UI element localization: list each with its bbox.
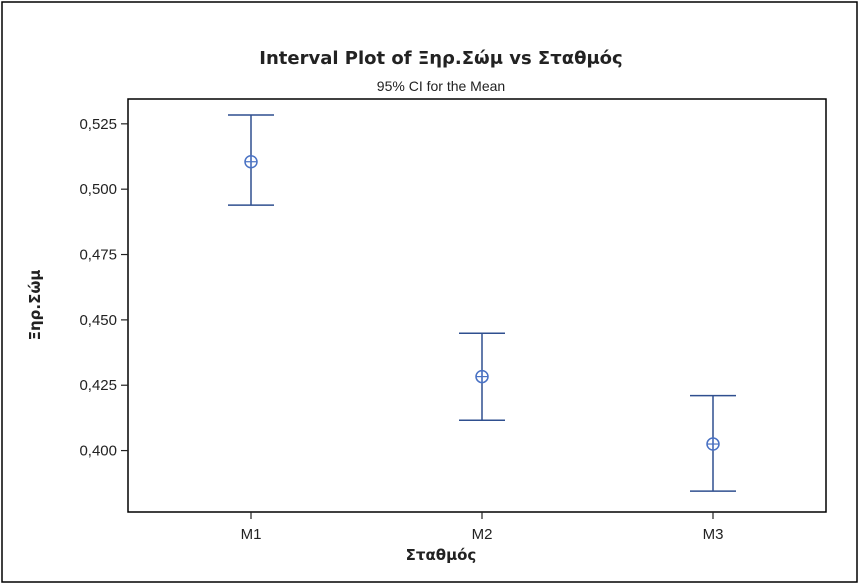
y-tick-label: 0,475	[79, 247, 117, 264]
x-tick-label: M3	[703, 526, 724, 543]
chart-title: Interval Plot of Ξηρ.Σώμ vs Σταθμός	[259, 48, 622, 69]
interval-m2	[459, 332, 505, 422]
y-axis: 0,400 0,425 0,450 0,475 0,500 0,525	[79, 116, 128, 460]
y-tick-label: 0,525	[79, 116, 117, 133]
interval-m3	[690, 394, 736, 492]
plot-area	[127, 98, 827, 513]
interval-series	[228, 114, 736, 492]
y-tick-label: 0,400	[79, 443, 117, 460]
chart-subtitle: 95% CI for the Mean	[377, 78, 505, 94]
x-tick-label: M2	[472, 526, 493, 543]
y-tick-label: 0,450	[79, 312, 117, 329]
x-tick-label: M1	[241, 526, 262, 543]
y-axis-title: Ξηρ.Σώμ	[26, 270, 44, 341]
y-tick-label: 0,425	[79, 377, 117, 394]
x-axis: M1 M2 M3	[241, 512, 724, 543]
x-axis-title: Σταθμός	[406, 546, 477, 564]
interval-m1	[228, 114, 274, 206]
y-tick-label: 0,500	[79, 181, 117, 198]
